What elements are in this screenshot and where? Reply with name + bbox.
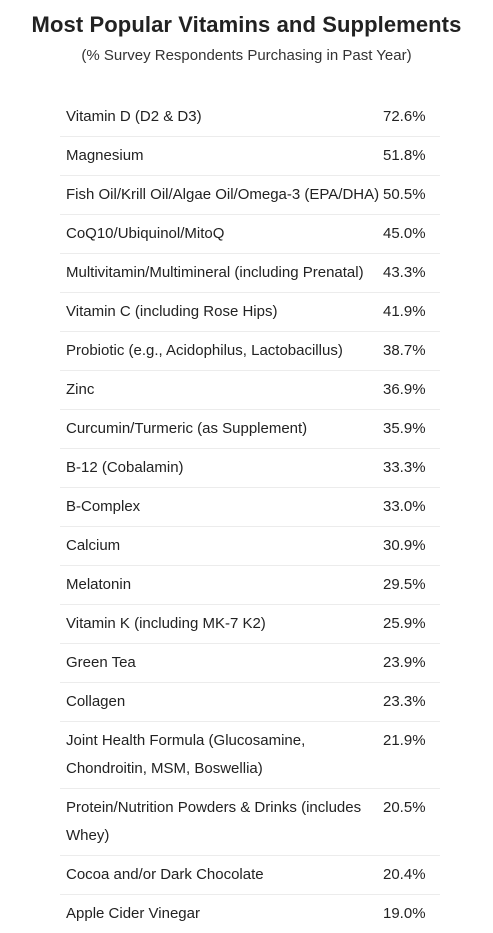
row-value: 50.5% [383, 186, 426, 203]
row-label: Green Tea [66, 654, 136, 671]
row-label: Curcumin/Turmeric (as Supplement) [66, 420, 308, 437]
row-value: 20.4% [383, 866, 426, 883]
row-label: Vitamin D (D2 & D3) [66, 108, 202, 125]
table-row: Cocoa and/or Dark Chocolate 20.4% [60, 855, 440, 894]
row-label: Melatonin [66, 576, 132, 593]
row-value: 29.5% [383, 576, 426, 593]
table-row: Zinc 36.9% [60, 370, 440, 409]
table-row: CoQ10/Ubiquinol/MitoQ 45.0% [60, 214, 440, 253]
row-value: 36.9% [383, 381, 426, 398]
table-row: Green Tea 23.9% [60, 643, 440, 682]
row-value: 20.5% [383, 799, 426, 816]
table-row: Vitamin C (including Rose Hips) 41.9% [60, 292, 440, 331]
table-row: B-12 (Cobalamin) 33.3% [60, 448, 440, 487]
row-value: 30.9% [383, 537, 426, 554]
row-label: B-Complex [66, 498, 141, 515]
row-label: B-12 (Cobalamin) [66, 459, 184, 476]
row-value: 45.0% [383, 225, 426, 242]
row-value: 41.9% [383, 303, 426, 320]
table-row: Multivitamin/Multimineral (including Pre… [60, 253, 440, 292]
table-row: Collagen 23.3% [60, 682, 440, 721]
page-title: Most Popular Vitamins and Supplements [31, 12, 462, 37]
table-row: Joint Health Formula (Glucosamine, Chond… [60, 721, 440, 788]
table-row: Calcium 30.9% [60, 526, 440, 565]
supplements-table: Vitamin D (D2 & D3) 72.6% Magnesium 51.8… [60, 98, 440, 933]
row-value: 35.9% [383, 420, 426, 437]
row-label: Collagen [66, 693, 126, 710]
table-row: Protein/Nutrition Powders & Drinks (incl… [60, 788, 440, 855]
table-row: Apple Cider Vinegar 19.0% [60, 894, 440, 933]
table-row: B-Complex 33.0% [60, 487, 440, 526]
page-subtitle: (% Survey Respondents Purchasing in Past… [81, 47, 412, 64]
row-label: Probiotic (e.g., Acidophilus, Lactobacil… [66, 342, 343, 359]
row-value: 23.3% [383, 693, 426, 710]
table-row: Probiotic (e.g., Acidophilus, Lactobacil… [60, 331, 440, 370]
row-label: Multivitamin/Multimineral (including Pre… [66, 264, 364, 281]
table-row: Vitamin D (D2 & D3) 72.6% [60, 98, 440, 136]
row-value: 51.8% [383, 147, 426, 164]
row-label: Fish Oil/Krill Oil/Algae Oil/Omega-3 (EP… [66, 186, 380, 203]
row-value: 21.9% [383, 732, 426, 749]
row-label: Protein/Nutrition Powders & Drinks (incl… [66, 799, 362, 844]
table-row: Vitamin K (including MK-7 K2) 25.9% [60, 604, 440, 643]
row-label: Vitamin K (including MK-7 K2) [66, 615, 266, 632]
row-value: 19.0% [383, 905, 426, 922]
row-value: 38.7% [383, 342, 426, 359]
row-label: Vitamin C (including Rose Hips) [66, 303, 278, 320]
row-label: Apple Cider Vinegar [66, 905, 200, 922]
row-value: 43.3% [383, 264, 426, 281]
row-label: Cocoa and/or Dark Chocolate [66, 866, 264, 883]
row-value: 23.9% [383, 654, 426, 671]
row-label: Zinc [66, 381, 95, 398]
row-label: Calcium [66, 537, 121, 554]
table-row: Magnesium 51.8% [60, 136, 440, 175]
row-label: Joint Health Formula (Glucosamine, Chond… [66, 732, 306, 777]
table-row: Fish Oil/Krill Oil/Algae Oil/Omega-3 (EP… [60, 175, 440, 214]
row-value: 33.3% [383, 459, 426, 476]
row-label: Magnesium [66, 147, 144, 164]
row-value: 33.0% [383, 498, 426, 515]
row-value: 25.9% [383, 615, 426, 632]
table-row: Melatonin 29.5% [60, 565, 440, 604]
table-row: Curcumin/Turmeric (as Supplement) 35.9% [60, 409, 440, 448]
row-value: 72.6% [383, 108, 426, 125]
row-label: CoQ10/Ubiquinol/MitoQ [66, 225, 225, 242]
